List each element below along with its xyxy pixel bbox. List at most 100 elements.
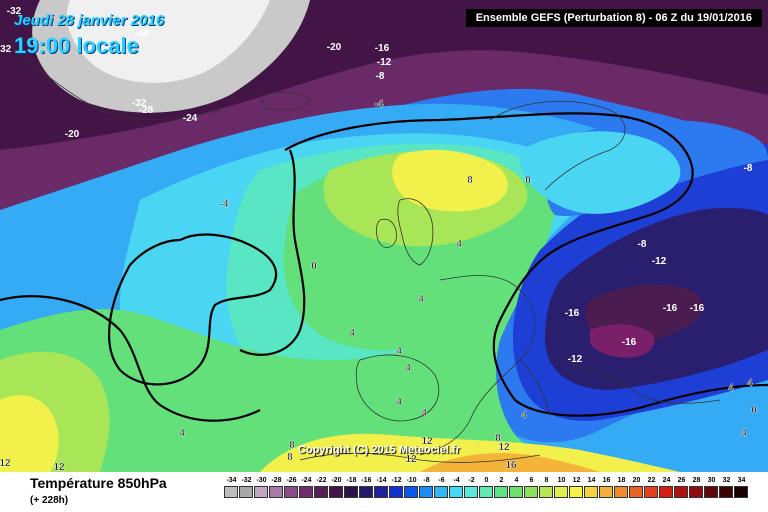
arctic-white-region — [66, 0, 270, 83]
forecast-local-time: 19:00 locale — [14, 33, 139, 58]
africa-coast — [299, 452, 541, 463]
yellow-southwest — [0, 395, 59, 472]
scale-label: 20 — [632, 477, 641, 484]
scale-swatch — [614, 486, 628, 498]
isotherm-label: -40 — [135, 29, 150, 40]
isotherm-label: 8 — [467, 175, 473, 186]
scale-label: 26 — [677, 477, 686, 484]
isotherm-label: -20 — [65, 129, 80, 140]
isotherm-label: 4 — [396, 346, 402, 357]
ireland-coast — [375, 218, 397, 248]
isotherm-label: 8 — [495, 433, 501, 444]
scale-swatch — [269, 486, 283, 498]
isotherm-label: 12 — [405, 454, 417, 465]
orange-south — [420, 453, 600, 472]
isotherm-label: -16 — [663, 303, 678, 314]
isotherm-label: -16 — [375, 43, 390, 54]
scale-swatch — [254, 486, 268, 498]
scale-label: 14 — [587, 477, 596, 484]
isotherm-label: 4 — [421, 408, 427, 419]
isotherm-label: -16 — [622, 337, 637, 348]
scale-swatch — [299, 486, 313, 498]
scale-swatch — [284, 486, 298, 498]
scale-label: -32 — [241, 477, 252, 484]
contour-line-zero-main — [284, 112, 768, 417]
isotherm-label: -8 — [744, 163, 753, 174]
isotherm-label: 12 — [0, 458, 11, 469]
isotherm-label: 12 — [421, 436, 433, 447]
scale-label: -14 — [376, 477, 387, 484]
isotherm-label: -12 — [652, 256, 667, 267]
europe-coast — [419, 275, 536, 456]
scale-label: -10 — [406, 477, 417, 484]
scandinavia-coast — [489, 100, 626, 191]
scale-swatch — [554, 486, 568, 498]
scale-label: -18 — [346, 477, 357, 484]
uk-coast — [397, 198, 434, 266]
scale-label: 10 — [557, 477, 566, 484]
scale-swatch — [464, 486, 478, 498]
isotherm-label: 0 — [525, 175, 531, 186]
isotherm-label: -20 — [327, 42, 342, 53]
isotherm-label: 4 — [456, 239, 462, 250]
scale-swatch — [359, 486, 373, 498]
isotherm-label: 4 — [418, 294, 424, 305]
balkan-coast — [559, 359, 721, 404]
scale-label: 28 — [692, 477, 701, 484]
isotherm-label: -4 — [220, 199, 229, 210]
scale-swatch — [539, 486, 553, 498]
scale-swatch — [224, 486, 238, 498]
scale-swatch — [599, 486, 613, 498]
scale-label: -2 — [468, 477, 475, 484]
isotherm-label: -32 — [132, 98, 147, 109]
isotherm-label: 4 — [396, 397, 402, 408]
scale-swatch — [434, 486, 448, 498]
scale-swatch — [659, 486, 673, 498]
scale-swatch — [509, 486, 523, 498]
scale-swatch — [644, 486, 658, 498]
scale-swatch — [569, 486, 583, 498]
model-run-info: Ensemble GEFS (Perturbation 8) - 06 Z du… — [465, 9, 762, 27]
scale-label: -28 — [271, 477, 282, 484]
color-scale: -34 -32 -30 -28 -26 -24 -22 -20 -18 -16 -14 -12 -10-… — [224, 476, 760, 510]
scale-swatch — [449, 486, 463, 498]
isotherm-label: -24 — [183, 113, 198, 124]
yellow-south — [260, 433, 680, 472]
contour-line-zero-inner — [239, 149, 306, 356]
isotherm-label: 4 — [349, 328, 355, 339]
scale-label: -30 — [256, 477, 267, 484]
color-scale-labels: -34 -32 -30 -28 -26 -24 -22 -20 -18 -16 -14 -12 -10-… — [224, 476, 760, 486]
scale-swatch — [719, 486, 733, 498]
isotherm-label: 8 — [287, 452, 293, 463]
scale-label: -20 — [331, 477, 342, 484]
isotherm-label: -32 — [7, 6, 22, 17]
scale-label: -4 — [453, 477, 460, 484]
legend-panel: Température 850hPa (+ 228h) -34 -32 -30 -28… — [0, 472, 768, 512]
contour-line-zero-west — [108, 233, 278, 386]
isotherm-label: 8 — [289, 440, 295, 451]
lead-time: (+ 228h) — [30, 495, 69, 506]
isotherm-label: -12 — [377, 57, 392, 68]
temperature-map: -32-32-40-20-16-12-8-4-32-28-24-20-48040… — [0, 0, 768, 472]
isotherm-label: 0 — [311, 261, 317, 272]
iceland-coast — [259, 91, 311, 111]
greenland-coast — [0, 39, 221, 120]
forecast-date: Jeudi 28 janvier 2016 — [14, 12, 165, 29]
scale-swatch — [479, 486, 493, 498]
green-core — [0, 181, 580, 472]
scale-label: 16 — [602, 477, 611, 484]
isotherm-label: 4 — [521, 410, 527, 421]
scale-label: -34 — [226, 477, 237, 484]
scale-swatch — [689, 486, 703, 498]
scale-label: 24 — [662, 477, 671, 484]
scale-swatch — [629, 486, 643, 498]
scale-swatch — [524, 486, 538, 498]
scale-label: 0 — [484, 477, 489, 484]
contour-line-south — [0, 295, 261, 422]
scale-label: 2 — [499, 477, 504, 484]
isotherm-label: 4 — [747, 378, 753, 389]
scale-swatch — [329, 486, 343, 498]
scale-label: 34 — [737, 477, 746, 484]
yellow-north-sea — [392, 149, 508, 212]
